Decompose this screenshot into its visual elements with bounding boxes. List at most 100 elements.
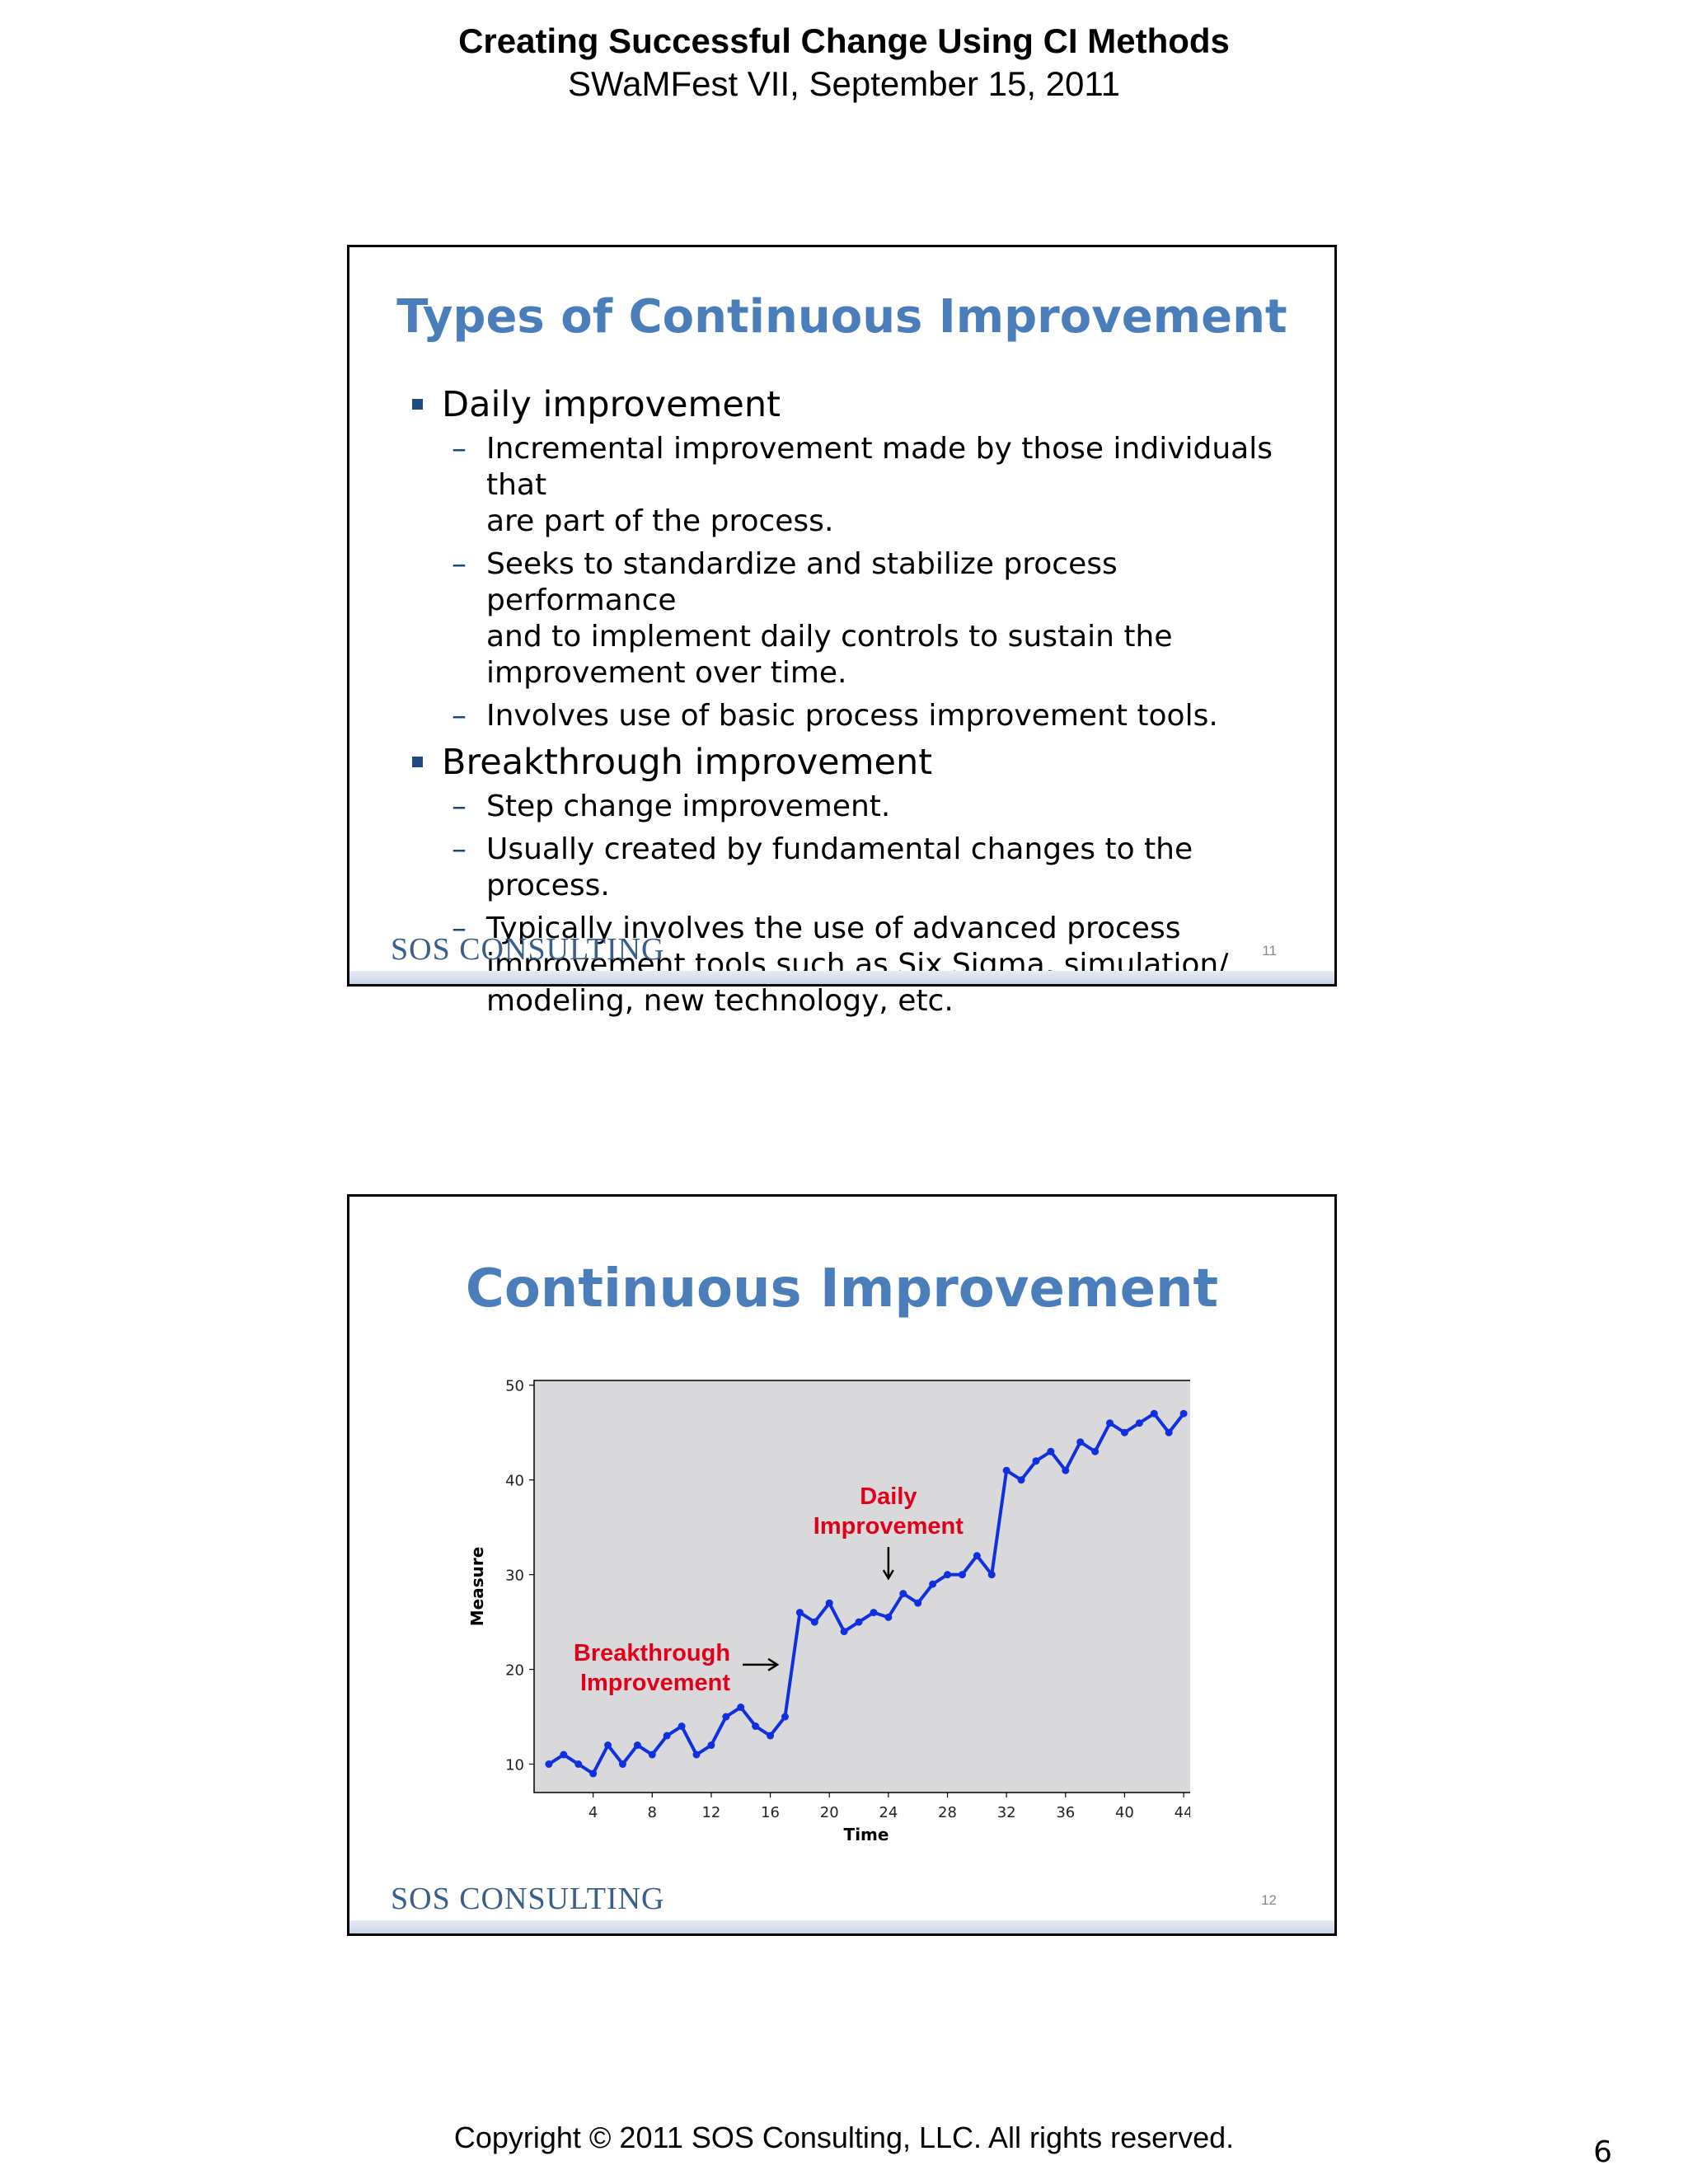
sub-bullet-line: Involves use of basic process improvemen…: [486, 699, 1218, 733]
slide-11: Types of Continuous Improvement Daily im…: [347, 245, 1337, 1018]
document-title: Creating Successful Change Using CI Meth…: [458, 21, 1230, 60]
data-point: [1135, 1419, 1143, 1427]
data-point: [781, 1713, 789, 1721]
data-point: [707, 1741, 715, 1750]
data-point: [884, 1613, 893, 1621]
slide-title: Continuous Improvement: [465, 1258, 1219, 1319]
x-tick-label: 28: [938, 1804, 957, 1821]
slide-footer: SOS CONSULTING 11: [349, 931, 1334, 984]
x-tick-label: 44: [1175, 1804, 1190, 1821]
footer-bar: [349, 1920, 1334, 1933]
page-header: Creating Successful Change Using CI Meth…: [0, 20, 1688, 105]
data-point: [574, 1760, 583, 1769]
y-tick-label: 10: [505, 1757, 524, 1774]
dash-icon: –: [452, 699, 467, 733]
x-tick-label: 16: [761, 1804, 780, 1821]
data-point: [589, 1769, 598, 1778]
data-point: [633, 1741, 641, 1750]
data-point: [840, 1628, 848, 1636]
data-point: [648, 1750, 656, 1759]
x-tick-label: 12: [701, 1804, 720, 1821]
data-point: [692, 1750, 701, 1759]
data-point: [914, 1599, 922, 1607]
arrow-head-icon: [882, 1569, 894, 1581]
y-axis-label: Measure: [467, 1547, 487, 1627]
sub-bullet-item: – Usually created by fundamental changes …: [407, 832, 1281, 904]
dash-icon: –: [452, 432, 467, 466]
line-chart: 10 20 30 40 50 4 8 12 16 20 24 28 32 36 40 44 Time Measur…: [467, 1378, 1190, 1844]
data-point: [1150, 1409, 1158, 1418]
slide-12: Continuous Improvement 10 20 30 40 50 4 8 12 16 2…: [347, 1194, 1337, 1936]
sub-bullet-line: and to implement daily controls to susta…: [486, 620, 1173, 654]
brand-logo-text: SOS CONSULTING: [391, 1882, 665, 1916]
data-point: [973, 1552, 981, 1560]
sub-bullet-line: improvement over time.: [486, 656, 847, 690]
data-point: [810, 1618, 818, 1626]
data-point: [604, 1741, 612, 1750]
slide-title: Types of Continuous Improvement: [396, 290, 1287, 344]
data-point: [1091, 1447, 1100, 1455]
sub-bullet-item: – Incremental improvement made by those i…: [407, 431, 1281, 540]
bullet-list: Daily improvement – Incremental improvemen…: [407, 383, 1281, 1026]
sub-bullet-line: modeling, new technology, etc.: [486, 984, 954, 1018]
data-point: [958, 1571, 966, 1579]
data-point: [767, 1732, 775, 1740]
data-point: [560, 1750, 568, 1759]
annotation-label: Improvement: [814, 1513, 964, 1540]
sub-bullet-item: – Seeks to standardize and stabilize proc…: [407, 546, 1281, 691]
data-point: [855, 1618, 863, 1626]
bullet-square-icon: [412, 757, 423, 767]
y-tick-label: 40: [505, 1473, 524, 1490]
x-tick-label: 4: [588, 1804, 598, 1821]
sub-bullet-line: Incremental improvement made by those in…: [486, 432, 1273, 502]
slide-number: 12: [1261, 1892, 1277, 1908]
data-point: [1106, 1419, 1114, 1427]
data-point: [1076, 1438, 1085, 1446]
data-point: [1047, 1447, 1055, 1455]
brand-logo-text: SOS CONSULTING: [391, 932, 665, 967]
bullet-text: Daily improvement: [442, 384, 781, 425]
data-point: [663, 1732, 671, 1740]
data-point: [1062, 1466, 1070, 1474]
x-axis-label: Time: [844, 1825, 889, 1844]
data-point: [545, 1760, 553, 1769]
copyright-notice: Copyright © 2011 SOS Consulting, LLC. Al…: [453, 2121, 1235, 2154]
page-number: 6: [1593, 2135, 1612, 2169]
dash-icon: –: [452, 790, 467, 823]
sub-bullet-line: are part of the process.: [486, 504, 834, 538]
data-point: [752, 1722, 760, 1731]
slide-number: 11: [1262, 943, 1277, 958]
x-tick-label: 32: [997, 1804, 1016, 1821]
data-point: [870, 1609, 878, 1617]
bullet-text: Breakthrough improvement: [442, 742, 933, 783]
x-tick-label: 8: [648, 1804, 657, 1821]
bullet-item: Daily improvement: [407, 383, 1281, 426]
x-tick-label: 20: [820, 1804, 839, 1821]
data-point: [795, 1609, 804, 1617]
data-point: [1165, 1428, 1173, 1436]
y-tick-label: 30: [505, 1568, 524, 1585]
bullet-square-icon: [412, 399, 423, 410]
dash-icon: –: [452, 547, 467, 581]
data-point: [722, 1713, 730, 1721]
arrow-head-icon: [767, 1657, 780, 1671]
y-tick-label: 20: [505, 1662, 524, 1680]
y-tick-label: 50: [505, 1378, 524, 1395]
data-point: [618, 1760, 626, 1769]
data-point: [1179, 1409, 1188, 1418]
x-tick-label: 36: [1056, 1804, 1075, 1821]
plot-area: [533, 1380, 1190, 1793]
slide-footer: SOS CONSULTING 12: [349, 1881, 1334, 1933]
footer-bar: [349, 971, 1334, 984]
sub-bullet-line: Usually created by fundamental changes t…: [486, 832, 1193, 902]
data-point: [899, 1590, 907, 1598]
bullet-item: Breakthrough improvement: [407, 741, 1281, 784]
data-point: [944, 1571, 952, 1579]
dash-icon: –: [452, 832, 467, 866]
data-point: [929, 1580, 937, 1588]
annotation-label: Daily: [860, 1483, 917, 1510]
data-point: [737, 1704, 745, 1712]
sub-bullet-line: Step change improvement.: [486, 790, 891, 823]
sub-bullet-item: – Step change improvement.: [407, 789, 1281, 825]
sub-bullet-line: Seeks to standardize and stabilize proce…: [486, 547, 1118, 617]
